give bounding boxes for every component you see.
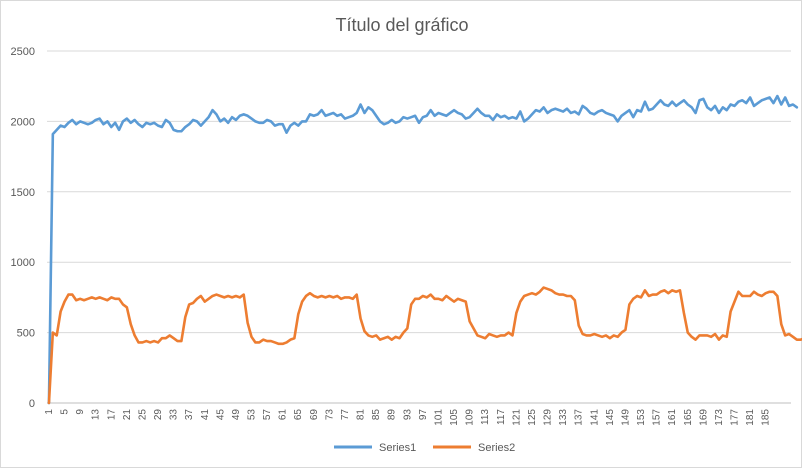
x-tick-label: 173 xyxy=(714,409,725,426)
x-tick-label: 21 xyxy=(122,409,133,421)
x-tick-label: 25 xyxy=(137,409,148,421)
x-tick-label: 45 xyxy=(215,409,226,421)
x-tick-label: 9 xyxy=(75,409,86,415)
x-tick-label: 65 xyxy=(293,409,304,421)
chart-title: Título del gráfico xyxy=(335,15,468,35)
x-tick-label: 85 xyxy=(371,409,382,421)
x-tick-label: 145 xyxy=(605,409,616,426)
x-tick-label: 121 xyxy=(511,409,522,426)
x-tick-label: 41 xyxy=(200,409,211,421)
x-tick-label: 69 xyxy=(309,409,320,421)
x-tick-label: 165 xyxy=(683,409,694,426)
x-tick-label: 185 xyxy=(761,409,772,426)
x-tick-label: 81 xyxy=(356,409,367,421)
x-tick-label: 61 xyxy=(278,409,289,421)
x-axis-tick-labels: 1 5 9 13 17 21 25 29 33 37 41 45 49 53 57 61 65 69 73 77 81 8… xyxy=(44,409,772,426)
x-tick-label: 73 xyxy=(324,409,335,421)
x-tick-label: 29 xyxy=(153,409,164,421)
x-tick-label: 113 xyxy=(480,409,491,425)
x-tick-label: 57 xyxy=(262,409,273,421)
x-tick-label: 181 xyxy=(745,409,756,426)
x-tick-label: 161 xyxy=(667,409,678,426)
legend-label-series1: Series1 xyxy=(379,442,416,454)
x-tick-label: 1 xyxy=(44,409,55,415)
y-tick-label: 0 xyxy=(29,398,35,410)
x-tick-label: 37 xyxy=(184,409,195,421)
gridlines xyxy=(47,50,791,334)
x-tick-label: 125 xyxy=(527,409,538,426)
legend: Series1 Series2 xyxy=(334,442,515,454)
x-tick-label: 141 xyxy=(589,409,600,426)
x-tick-label: 101 xyxy=(433,409,444,426)
x-tick-label: 53 xyxy=(247,409,258,421)
series-lines xyxy=(47,94,802,405)
x-tick-label: 17 xyxy=(106,409,117,421)
x-tick-label: 157 xyxy=(652,409,663,426)
x-tick-label: 177 xyxy=(730,409,741,426)
x-tick-label: 13 xyxy=(91,409,102,421)
x-tick-label: 93 xyxy=(402,409,413,421)
y-tick-label: 2500 xyxy=(11,46,35,58)
x-tick-label: 153 xyxy=(636,409,647,426)
x-tick-label: 149 xyxy=(620,409,631,426)
x-tick-label: 137 xyxy=(574,409,585,426)
legend-label-series2: Series2 xyxy=(478,442,515,454)
y-tick-label: 2000 xyxy=(11,116,35,128)
x-tick-label: 77 xyxy=(340,409,351,421)
x-tick-label: 117 xyxy=(496,409,507,425)
x-tick-label: 89 xyxy=(387,409,398,421)
y-tick-label: 500 xyxy=(17,328,35,340)
x-tick-label: 105 xyxy=(449,409,460,426)
y-tick-label: 1500 xyxy=(11,187,35,199)
x-tick-label: 169 xyxy=(698,409,709,426)
x-tick-label: 97 xyxy=(418,409,429,421)
x-tick-label: 33 xyxy=(169,409,180,421)
series-line-series2 xyxy=(47,286,802,405)
series-line-series1 xyxy=(47,94,799,405)
x-tick-label: 133 xyxy=(558,409,569,426)
x-tick-label: 129 xyxy=(543,409,554,426)
x-tick-label: 109 xyxy=(465,409,476,426)
x-tick-label: 5 xyxy=(60,409,71,415)
y-axis-tick-labels: 0 500 1000 1500 2000 2500 xyxy=(11,46,35,410)
y-tick-label: 1000 xyxy=(11,257,35,269)
x-tick-label: 49 xyxy=(231,409,242,421)
